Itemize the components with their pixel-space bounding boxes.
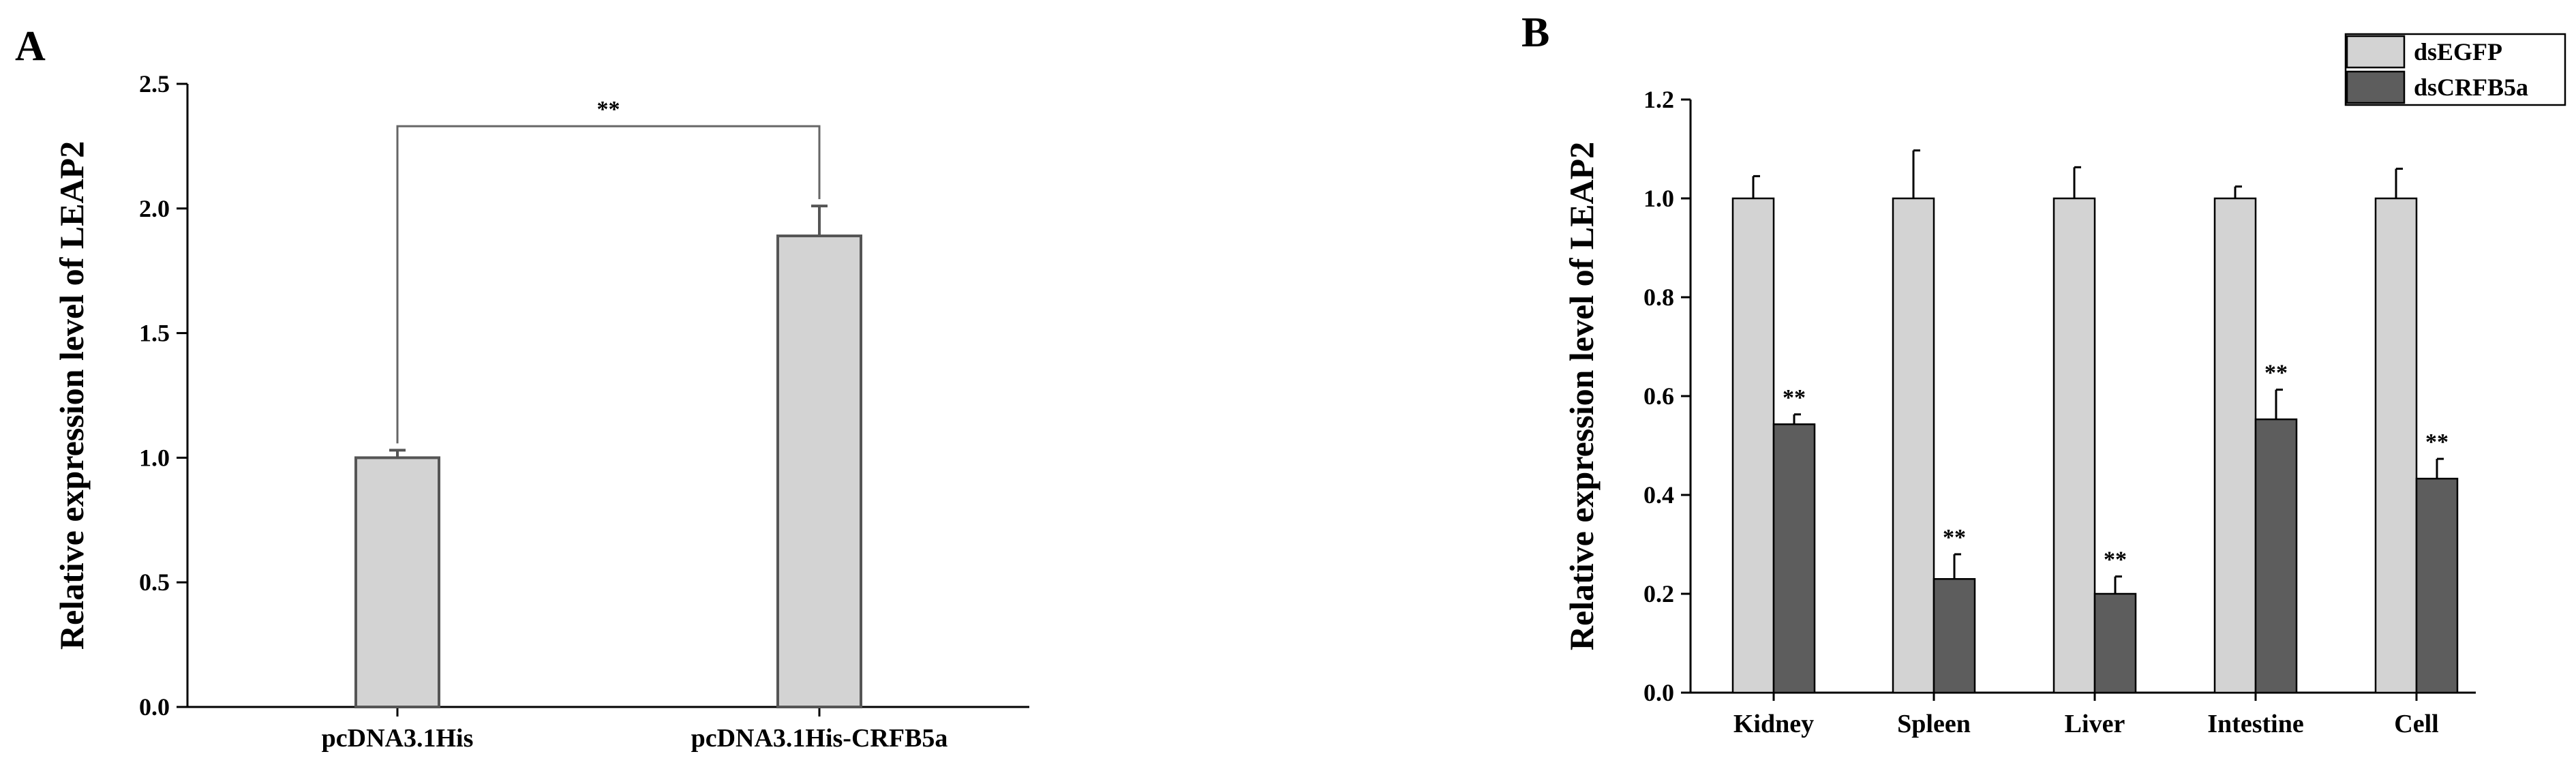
y-tick-label: 1.5: [139, 320, 170, 347]
y-axis-label: Relative expression level of LEAP2: [1562, 142, 1601, 650]
panel-b-letter: B: [1521, 10, 1549, 56]
x-category-label: Kidney: [1733, 710, 1814, 738]
bar-dsegfp: [1731, 197, 1775, 694]
x-category-label: Liver: [2065, 710, 2125, 738]
panel-b: B 0.0 0.2 0.4 0.6 0.8 1.0 1.2 ** Kidney ** Spleen *…: [1521, 10, 2566, 738]
x-category-label: pcDNA3.1His-CRFB5a: [691, 724, 948, 753]
y-tick-label: 0.6: [1643, 382, 1674, 410]
panel-a-letter: A: [15, 23, 46, 70]
bar: [776, 235, 862, 708]
y-tick-label: 0.2: [1643, 580, 1674, 607]
significance-label: **: [2104, 547, 2127, 573]
bar-dsegfp: [2052, 197, 2096, 694]
significance-label: **: [1783, 385, 1806, 410]
significance-label: **: [2264, 361, 2288, 386]
legend: dsEGFP dsCRFB5a: [2344, 33, 2566, 106]
bar-dscrfb5a: [2415, 477, 2459, 694]
significance-label: **: [2425, 429, 2449, 455]
y-tick-label: 2.5: [139, 70, 170, 97]
bar-dsegfp: [2374, 197, 2418, 694]
y-tick-label: 1.0: [139, 444, 170, 471]
bar-dscrfb5a: [1933, 578, 1976, 694]
y-tick-label: 0.4: [1643, 481, 1674, 509]
y-tick-label: 0.0: [1643, 679, 1674, 706]
significance-bracket: [396, 125, 821, 444]
legend-label-dscrfb5a: dsCRFB5a: [2414, 74, 2528, 101]
x-category-label: Intestine: [2207, 710, 2303, 738]
y-tick-label: 0.5: [139, 569, 170, 596]
legend-swatch-dscrfb5a: [2346, 70, 2406, 104]
significance-label: **: [1943, 525, 1966, 550]
bar-dscrfb5a: [2093, 592, 2137, 694]
bar-dsegfp: [1892, 197, 1935, 694]
bar-dscrfb5a: [2254, 418, 2298, 694]
y-tick-label: 1.0: [1643, 185, 1674, 212]
y-tick-label: 2.0: [139, 195, 170, 222]
bar-dsegfp: [2213, 197, 2257, 694]
panel-a: A 0.0 0.5 1.0 1.5 2.0 2.5 pcDNA3.1His pcDNA3.1H…: [15, 23, 1029, 753]
x-category-label: Cell: [2394, 710, 2438, 738]
y-tick-label: 0.0: [139, 693, 170, 721]
x-category-label: Spleen: [1897, 710, 1971, 738]
x-category-label: pcDNA3.1His: [322, 724, 474, 753]
legend-label-dsegfp: dsEGFP: [2414, 38, 2502, 65]
y-tick-label: 1.2: [1643, 86, 1674, 113]
legend-swatch-dsegfp: [2346, 35, 2406, 69]
y-axis-label: Relative expression level of LEAP2: [52, 141, 91, 650]
significance-label: **: [597, 97, 620, 122]
bar-dscrfb5a: [1772, 423, 1816, 694]
y-tick-label: 0.8: [1643, 284, 1674, 311]
bar: [354, 456, 440, 709]
